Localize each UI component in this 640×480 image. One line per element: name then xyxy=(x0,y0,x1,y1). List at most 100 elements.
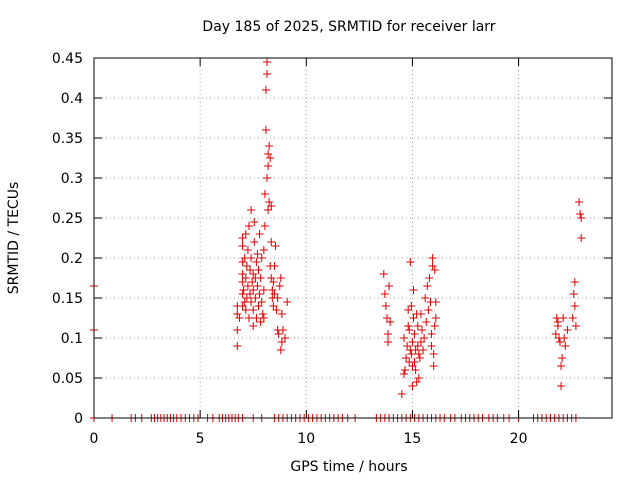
data-point xyxy=(242,262,251,270)
data-point xyxy=(238,234,247,242)
data-point xyxy=(252,258,261,266)
data-point xyxy=(254,302,263,310)
data-point xyxy=(259,314,268,322)
data-point xyxy=(275,282,284,290)
data-point xyxy=(409,286,418,294)
data-point xyxy=(399,370,408,378)
data-point xyxy=(404,306,413,314)
data-point xyxy=(414,350,423,358)
x-tick-label: 15 xyxy=(404,431,422,447)
data-point xyxy=(235,314,244,322)
data-point xyxy=(560,334,569,342)
data-point xyxy=(408,362,417,370)
data-point xyxy=(260,190,269,198)
data-point xyxy=(410,330,419,338)
data-point xyxy=(384,338,393,346)
data-point xyxy=(246,266,255,274)
data-point xyxy=(407,302,416,310)
data-point xyxy=(249,286,258,294)
data-point xyxy=(431,298,440,306)
data-point xyxy=(265,198,274,206)
data-point xyxy=(427,330,436,338)
data-point xyxy=(247,254,256,262)
data-point xyxy=(380,290,389,298)
data-point xyxy=(264,206,273,214)
data-point xyxy=(570,278,579,286)
data-point xyxy=(277,310,286,318)
data-point xyxy=(254,266,263,274)
data-point xyxy=(409,314,418,322)
data-point xyxy=(408,338,417,346)
data-point xyxy=(238,258,247,266)
data-point xyxy=(270,262,279,270)
data-point xyxy=(238,270,247,278)
data-point xyxy=(413,342,422,350)
data-point xyxy=(249,306,258,314)
data-point xyxy=(417,326,426,334)
data-point xyxy=(384,330,393,338)
data-point xyxy=(265,142,274,150)
data-point xyxy=(256,318,265,326)
data-point xyxy=(233,342,242,350)
data-point xyxy=(238,242,247,250)
x-tick-label: 5 xyxy=(196,431,205,447)
data-point xyxy=(408,382,417,390)
data-point xyxy=(429,350,438,358)
y-tick-label: 0.4 xyxy=(61,91,83,107)
data-point xyxy=(252,314,261,322)
data-point xyxy=(569,290,578,298)
data-point xyxy=(264,150,273,158)
data-point xyxy=(238,290,247,298)
data-point xyxy=(561,342,570,350)
data-point xyxy=(257,298,266,306)
data-point xyxy=(553,322,562,330)
data-point xyxy=(261,126,270,134)
data-point xyxy=(429,362,438,370)
data-point xyxy=(402,354,411,362)
data-point xyxy=(397,390,406,398)
data-point xyxy=(405,326,414,334)
data-point xyxy=(253,250,262,258)
data-point xyxy=(281,334,290,342)
axis-ticks: 0 0.05 0.1 0.15 0.2 0.25 0.3 0.35 0.4 0.45 0 5 10 15 2… xyxy=(52,51,612,447)
chart-title: Day 185 of 2025, SRMTID for receiver lar… xyxy=(202,19,495,35)
data-point xyxy=(274,330,283,338)
data-point xyxy=(271,242,280,250)
data-point xyxy=(427,342,436,350)
data-point xyxy=(416,338,425,346)
data-point xyxy=(241,230,250,238)
data-point xyxy=(416,310,425,318)
grid xyxy=(94,58,612,418)
data-point xyxy=(385,282,394,290)
x-tick-label: 0 xyxy=(90,431,99,447)
data-point xyxy=(246,290,255,298)
data-point xyxy=(269,278,278,286)
y-axis-label: SRMTID / TECUs xyxy=(6,182,22,295)
y-tick-label: 0.45 xyxy=(52,51,83,67)
data-point xyxy=(268,286,277,294)
data-point xyxy=(277,338,286,346)
data-point xyxy=(563,326,572,334)
data-point xyxy=(244,314,253,322)
data-point xyxy=(264,162,273,170)
x-tick-label: 10 xyxy=(297,431,315,447)
y-tick-label: 0.2 xyxy=(61,251,83,267)
data-point xyxy=(276,274,285,282)
data-point xyxy=(414,374,423,382)
data-point xyxy=(276,346,285,354)
data-point xyxy=(419,346,428,354)
data-point xyxy=(239,286,248,294)
data-point xyxy=(422,318,431,326)
data-point xyxy=(421,294,430,302)
data-point xyxy=(568,314,577,322)
data-point xyxy=(263,70,272,78)
y-tick-label: 0.1 xyxy=(61,331,83,347)
y-tick-label: 0.35 xyxy=(52,131,83,147)
data-point xyxy=(401,366,410,374)
data-point xyxy=(407,350,416,358)
data-point xyxy=(555,338,564,346)
data-point xyxy=(250,238,259,246)
data-point xyxy=(266,154,275,162)
data-point xyxy=(241,306,250,314)
data-point xyxy=(577,234,586,242)
